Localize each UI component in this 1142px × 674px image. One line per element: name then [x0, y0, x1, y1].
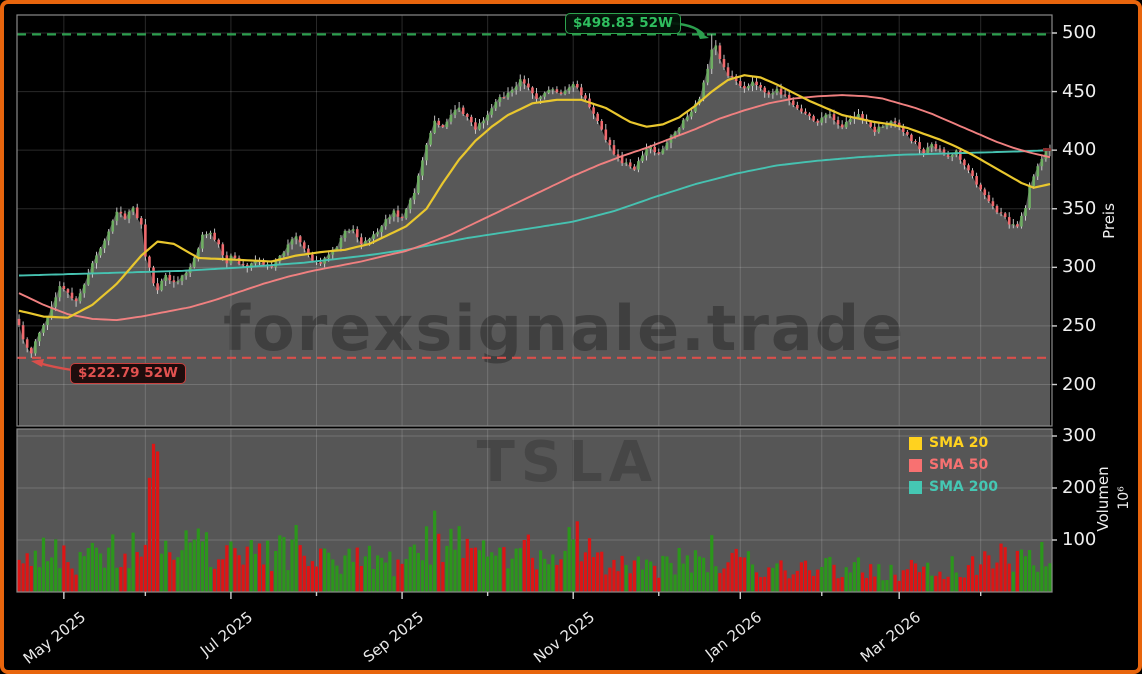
legend-swatch-icon [909, 480, 922, 494]
volume-panel-spine [16, 428, 1053, 593]
volume-tick-label: 100 [1062, 529, 1097, 550]
price-area-fill [19, 45, 1050, 427]
chart-plot-layer [16, 14, 1057, 599]
legend-label: SMA 20 [929, 435, 989, 451]
low-52w-annotation: $222.79 52W [70, 363, 186, 384]
price-tick-label: 400 [1062, 139, 1097, 161]
sma-200-line [18, 149, 1051, 277]
price-tick-label: 500 [1062, 22, 1097, 43]
legend-label: SMA 200 [929, 479, 998, 495]
sma-20-line [18, 74, 1051, 319]
price-tick-label: 250 [1062, 314, 1097, 336]
price-tick-label: 200 [1062, 373, 1097, 395]
price-axis-title: Preis [1100, 203, 1118, 239]
volume-tick-label: 200 [1062, 477, 1097, 498]
candle-bodies [17, 45, 1052, 354]
axis-ticks [63, 32, 1057, 599]
price-tick-label: 450 [1062, 80, 1097, 102]
volume-tick-label: 300 [1062, 425, 1097, 446]
volume-bars [17, 443, 1052, 592]
high-52w-annotation: $498.83 52W [565, 13, 681, 34]
price-tick-label: 350 [1062, 197, 1097, 219]
legend-item: SMA 50 [909, 454, 998, 476]
volume-axis-unit-label: 10⁶ [1116, 486, 1132, 510]
legend-swatch-icon [909, 436, 922, 450]
low-annotation-arrow [38, 361, 73, 372]
sma-legend: SMA 20 SMA 50 SMA 200 [909, 432, 998, 498]
last-price-marker [1043, 148, 1051, 152]
sma-50-line [18, 94, 1051, 322]
candle-wicks [18, 34, 1051, 358]
legend-swatch-icon [909, 458, 922, 472]
price-tick-label: 300 [1062, 256, 1097, 278]
legend-label: SMA 50 [929, 457, 989, 473]
legend-item: SMA 20 [909, 432, 998, 454]
price-panel-spine [16, 14, 1053, 427]
watermark-brand: forexsignale.trade [223, 292, 906, 365]
watermark-symbol: TSLA [476, 430, 659, 495]
legend-item: SMA 200 [909, 476, 998, 498]
volume-axis-title: Volumen [1094, 466, 1112, 532]
gridlines [17, 15, 1052, 592]
